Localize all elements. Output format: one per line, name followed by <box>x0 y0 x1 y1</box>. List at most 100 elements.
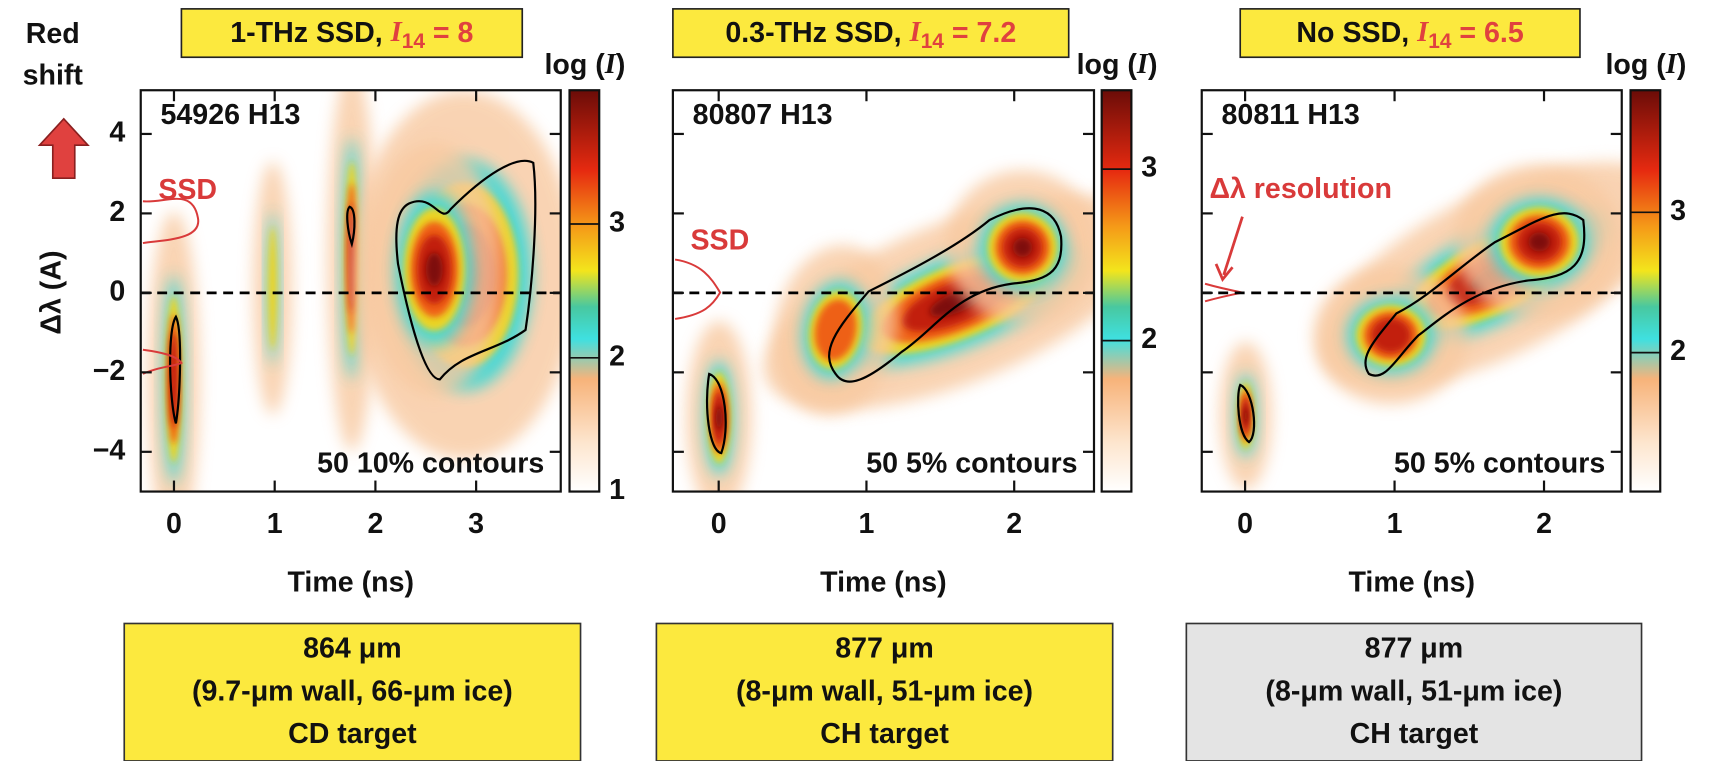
target-line: (8-μm wall, 51-μm ice) <box>1265 675 1562 707</box>
x-tick-label: 1 <box>267 508 283 540</box>
target-box <box>1185 622 1643 761</box>
title-part: = 8 <box>425 17 474 49</box>
contour <box>395 159 537 381</box>
panel-title: 1-THz SSD, I14 = 8 <box>230 17 473 53</box>
side-note: Red <box>26 18 80 50</box>
y-tick-label: 2 <box>109 196 125 228</box>
target-box <box>123 622 582 761</box>
heatmap <box>1204 162 1622 490</box>
red-shift-arrow <box>37 117 90 180</box>
contour <box>169 314 182 424</box>
ssd-profile <box>142 197 200 375</box>
colorbar-label-part: log ( <box>1605 49 1666 81</box>
target-line: 877 μm <box>835 632 934 664</box>
target-line: CD target <box>288 718 417 750</box>
x-tick-label: 2 <box>1536 508 1552 540</box>
side-note: shift <box>23 60 84 92</box>
target-line: (9.7-μm wall, 66-μm ice) <box>192 675 513 707</box>
target-line: 877 μm <box>1365 632 1464 664</box>
title-part: = 7.2 <box>944 17 1016 49</box>
heatmap <box>674 170 1094 492</box>
y-tick-label: −4 <box>93 434 126 466</box>
title-part: No SSD, <box>1296 17 1417 49</box>
colorbar-tick-label: 3 <box>609 207 625 239</box>
contour-note: 50 5% contours <box>866 448 1077 480</box>
annotation: Δλ resolution <box>1209 173 1392 205</box>
title-part: 14 <box>1428 29 1452 52</box>
contour-note: 50 5% contours <box>1394 448 1605 480</box>
contour <box>828 207 1063 383</box>
title-box <box>1239 8 1581 59</box>
heat-blob <box>1528 232 1551 252</box>
colorbar <box>568 89 601 493</box>
title-part: I <box>909 17 922 48</box>
title-part: = 6.5 <box>1451 17 1523 49</box>
x-tick-label: 0 <box>711 508 727 540</box>
x-axis-label: Time (ns) <box>287 566 414 598</box>
colorbar-tick-label: 3 <box>1670 195 1686 227</box>
y-tick-label: −2 <box>93 355 126 387</box>
colorbar-label-part: log ( <box>544 49 605 81</box>
colorbar-label: log (I) <box>1077 49 1158 81</box>
contour <box>705 372 727 455</box>
x-tick-label: 2 <box>1006 508 1022 540</box>
heat-blob <box>1012 237 1033 258</box>
title-part: 1-THz SSD, <box>230 17 390 49</box>
colorbar-tick-label: 1 <box>609 474 625 506</box>
heat-blob <box>425 252 443 287</box>
title-box <box>180 8 524 59</box>
colorbar-tick-label: 2 <box>1670 335 1686 367</box>
x-tick-label: 2 <box>367 508 383 540</box>
shot-label: 54926 H13 <box>161 99 301 131</box>
colorbar-label-part: log ( <box>1077 49 1138 81</box>
x-tick-label: 1 <box>1387 508 1403 540</box>
annotation: SSD <box>158 174 217 206</box>
contour <box>1364 212 1586 377</box>
heat-blob <box>1371 318 1411 353</box>
ssd-profile <box>674 258 722 320</box>
colorbar-label-part: ) <box>1677 49 1687 81</box>
heatmap <box>142 90 561 492</box>
annotation-arrow <box>1214 216 1244 282</box>
title-part: I <box>390 17 403 48</box>
title-box <box>672 8 1070 59</box>
title-part: 14 <box>921 29 945 52</box>
contour <box>1237 383 1256 444</box>
colorbar-tick-label: 2 <box>1141 323 1157 355</box>
colorbar-tick-label: 2 <box>609 340 625 372</box>
shot-label: 80811 H13 <box>1222 99 1360 131</box>
title-part: I <box>1416 17 1429 48</box>
target-line: 864 μm <box>303 632 402 664</box>
heat-blob <box>1243 406 1248 425</box>
annotation: SSD <box>690 225 749 257</box>
contour <box>346 205 356 249</box>
x-tick-label: 0 <box>166 508 182 540</box>
y-axis-label: Δλ (A) <box>35 251 67 335</box>
title-part: 0.3-THz SSD, <box>725 17 909 49</box>
panel-title: 0.3-THz SSD, I14 = 7.2 <box>725 17 1016 53</box>
target-line: CH target <box>820 718 949 750</box>
colorbar-label: log (I) <box>544 49 625 81</box>
heat-blob <box>814 299 857 361</box>
plot-frame <box>1200 89 1623 493</box>
heat-blob <box>715 405 723 431</box>
target-box <box>655 622 1114 761</box>
target-line: (8-μm wall, 51-μm ice) <box>736 675 1033 707</box>
y-tick-label: 4 <box>109 116 125 148</box>
contour-note: 50 10% contours <box>317 448 544 480</box>
x-tick-label: 3 <box>468 508 484 540</box>
heat-blob <box>268 226 278 350</box>
colorbar-label-part: ) <box>616 49 626 81</box>
plot-frame <box>671 89 1096 493</box>
x-tick-label: 0 <box>1237 508 1253 540</box>
x-tick-label: 1 <box>858 508 874 540</box>
colorbar-label-part: I <box>604 49 617 80</box>
shot-label: 80807 H13 <box>693 99 833 131</box>
x-axis-label: Time (ns) <box>1348 566 1475 598</box>
y-tick-label: 0 <box>109 275 125 307</box>
title-part: 14 <box>402 29 426 52</box>
colorbar-label-part: ) <box>1148 49 1158 81</box>
panel-title: No SSD, I14 = 6.5 <box>1296 17 1523 53</box>
target-line: CH target <box>1350 718 1479 750</box>
